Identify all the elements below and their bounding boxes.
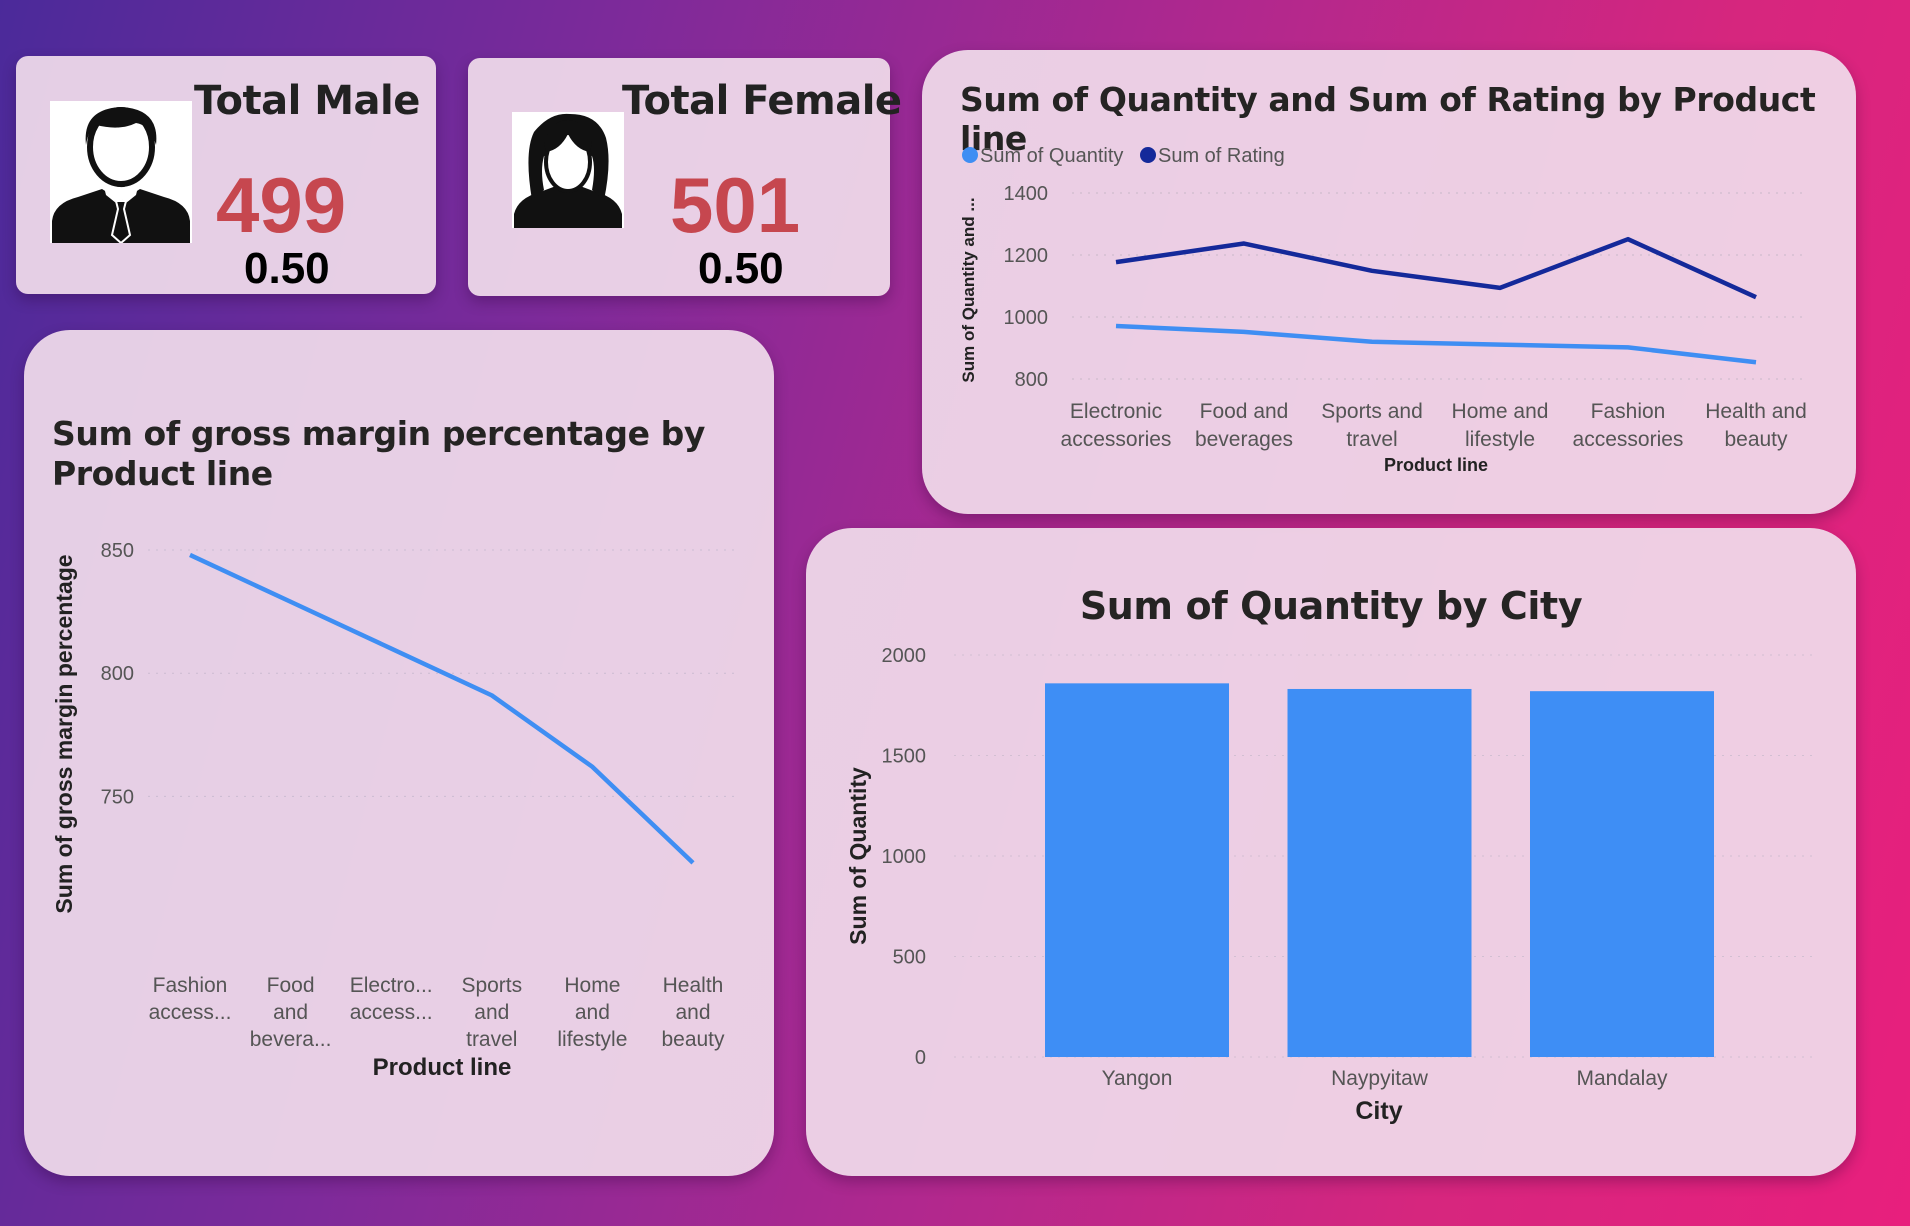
x-tick-label: Naypyitaw bbox=[1331, 1067, 1429, 1090]
y-axis-label: Sum of Quantity bbox=[845, 767, 871, 945]
x-axis-label: Product line bbox=[373, 1054, 512, 1081]
y-tick-label: 800 bbox=[101, 663, 134, 685]
woman-avatar-icon bbox=[512, 112, 624, 228]
series-line-gross-margin bbox=[189, 552, 695, 865]
x-tick-label: Health and beauty bbox=[1705, 400, 1807, 451]
gross-margin-line-chart: 750 800 850 Sum of gross margin percentage F… bbox=[51, 540, 734, 1081]
x-axis-label: Product line bbox=[1384, 455, 1488, 475]
y-tick-label: 500 bbox=[893, 947, 926, 969]
x-tick-label: Electronic accessories bbox=[1061, 400, 1172, 451]
y-tick-label: 850 bbox=[101, 540, 134, 562]
kpi-female-value: 501 bbox=[670, 161, 801, 249]
y-tick-label: 1000 bbox=[1004, 307, 1049, 329]
chart-title-gross-margin: Sum of gross margin percentage by Produc… bbox=[52, 414, 706, 493]
y-tick-label: 1000 bbox=[882, 846, 927, 868]
y-tick-label: 750 bbox=[101, 786, 134, 808]
x-tick-label: Home and lifestyle bbox=[1452, 400, 1549, 451]
y-tick-label: 1500 bbox=[882, 746, 927, 768]
x-tick-label: Sports and travel bbox=[1321, 400, 1423, 451]
kpi-male-ratio: 0.50 bbox=[244, 244, 330, 293]
bar-naypyitaw bbox=[1287, 688, 1472, 1057]
kpi-card-male: Total Male 499 0.50 bbox=[16, 56, 436, 294]
legend-marker-0 bbox=[962, 147, 978, 163]
x-tick-label: Yangon bbox=[1102, 1067, 1173, 1090]
quantity-city-bar-chart: 0 500 1000 1500 2000 Sum of Quantity Yangon Nay… bbox=[845, 645, 1816, 1125]
quantity-rating-panel: Sum of Quantity and Sum of Rating by Pro… bbox=[922, 50, 1856, 514]
kpi-male-value: 499 bbox=[216, 161, 347, 249]
x-tick-label: Health and beauty bbox=[661, 974, 725, 1051]
quantity-city-panel: Sum of Quantity by City 0 500 1000 1500 2000… bbox=[806, 528, 1856, 1176]
y-tick-label: 1200 bbox=[1004, 245, 1049, 267]
chart-title-quantity-rating: Sum of Quantity and Sum of Rating by Pro… bbox=[960, 80, 1816, 158]
quantity-rating-line-chart: Sum of Quantity Sum of Rating 800 1000 1200 1… bbox=[959, 145, 1807, 475]
bar-yangon bbox=[1045, 683, 1229, 1057]
kpi-female-title: Total Female bbox=[622, 78, 902, 124]
y-tick-label: 1400 bbox=[1004, 183, 1049, 205]
kpi-male-title: Total Male bbox=[194, 78, 420, 124]
kpi-card-female: Total Female 501 0.50 bbox=[468, 58, 902, 296]
kpi-female-ratio: 0.50 bbox=[698, 244, 784, 293]
y-tick-label: 0 bbox=[915, 1047, 926, 1069]
legend-label-0: Sum of Quantity bbox=[980, 145, 1123, 167]
x-tick-label: Food and beverages bbox=[1195, 400, 1293, 451]
x-tick-label: Home and lifestyle bbox=[557, 974, 627, 1051]
y-tick-label: 800 bbox=[1015, 369, 1048, 391]
x-tick-label: Mandalay bbox=[1576, 1067, 1668, 1090]
x-tick-label: Food and bevera... bbox=[250, 974, 332, 1051]
gross-margin-panel: Sum of gross margin percentage by Produc… bbox=[24, 330, 774, 1176]
y-axis-label: Sum of Quantity and ... bbox=[959, 197, 978, 382]
bar-mandalay bbox=[1530, 691, 1714, 1057]
y-axis-label: Sum of gross margin percentage bbox=[51, 554, 77, 913]
series-line-rating bbox=[1115, 236, 1757, 300]
man-avatar-icon bbox=[50, 101, 192, 245]
x-tick-label: Sports and travel bbox=[461, 974, 522, 1051]
y-tick-label: 2000 bbox=[882, 645, 927, 667]
series-line-quantity bbox=[1115, 323, 1757, 365]
legend-marker-1 bbox=[1140, 147, 1156, 163]
legend-label-1: Sum of Rating bbox=[1158, 145, 1285, 167]
x-tick-label: Fashion accessories bbox=[1573, 400, 1684, 451]
chart-title-quantity-city: Sum of Quantity by City bbox=[1079, 584, 1583, 628]
x-tick-label: Fashion access... bbox=[149, 974, 232, 1024]
x-axis-label: City bbox=[1355, 1097, 1402, 1125]
x-tick-label: Electro... access... bbox=[350, 974, 433, 1024]
